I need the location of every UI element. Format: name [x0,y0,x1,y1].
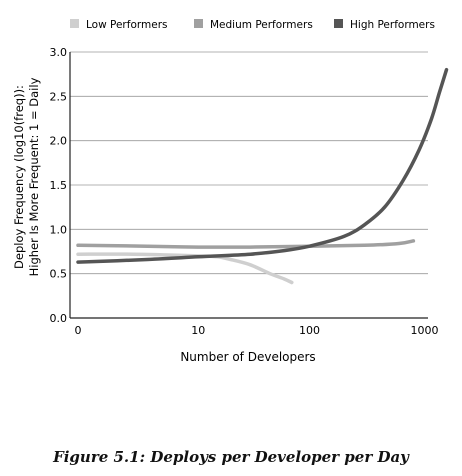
y-tick-label: 3.0 [50,46,68,59]
legend-swatch [194,19,203,28]
x-tick-label: 0 [75,324,82,337]
x-axis-label: Number of Developers [180,350,315,364]
legend-item-low-performers: Low Performers [70,19,167,31]
x-tick-label: 10 [191,324,205,337]
deploy-frequency-chart: Low Performers Medium Performers High Perf… [12,19,449,364]
y-tick-labels: 0.0 0.5 1.0 1.5 2.0 2.5 3.0 [50,46,68,325]
legend-label: Medium Performers [210,19,313,31]
series-lines [76,67,449,285]
figure-caption: Figure 5.1: Deploys per Developer per Da… [53,448,409,466]
x-tick-label: 100 [299,324,320,337]
y-axis-label-line2: Higher Is More Frequent: 1 = Daily [27,77,41,276]
y-tick-label: 1.5 [50,179,68,192]
y-tick-label: 0.0 [50,312,68,325]
x-tick-labels: 0 10 100 1000 [75,324,439,337]
y-tick-label: 0.5 [50,268,68,281]
legend-item-high-performers: High Performers [334,19,435,31]
legend-item-medium-performers: Medium Performers [194,19,313,31]
legend-label: Low Performers [86,19,167,31]
legend-swatch [70,19,79,28]
y-tick-label: 1.0 [50,223,68,236]
series-line-high-performers [76,67,449,264]
series-line-medium-performers [76,239,416,249]
x-tick-label: 1000 [411,324,439,337]
legend-swatch [334,19,343,28]
grid-lines [69,51,428,319]
y-tick-label: 2.5 [50,90,68,103]
legend: Low Performers Medium Performers High Perf… [70,19,435,31]
series-line-low-performers [76,252,294,285]
y-axis-label-line1: Deploy Frequency (log10(freq)): [12,85,26,269]
y-tick-label: 2.0 [50,135,68,148]
legend-label: High Performers [350,19,435,31]
